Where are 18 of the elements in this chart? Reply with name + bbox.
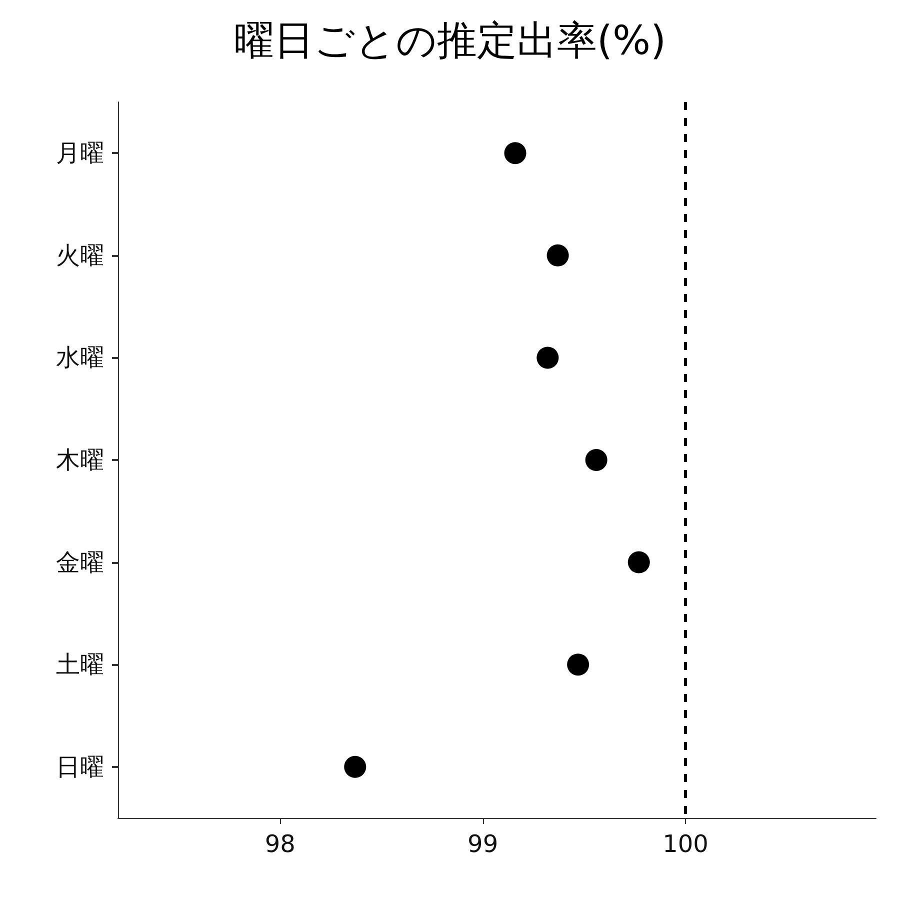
x-tick-label: 99 [468,830,498,858]
chart-title: 曜日ごとの推定出率(%) [234,18,666,64]
y-tick-label: 火曜 [56,241,104,270]
x-tick-label: 98 [264,830,296,858]
point [504,142,526,164]
y-tick-label: 月曜 [56,139,104,168]
y-tick-label: 木曜 [56,446,104,474]
point [567,654,590,676]
y-tick-label: 金曜 [56,548,104,576]
point [344,756,366,778]
point [546,244,569,266]
y-tick-label: 土曜 [56,650,104,679]
point [536,346,559,369]
y-tick-label: 日曜 [56,752,104,781]
point [628,551,650,574]
point [585,449,608,471]
y-tick-label: 水曜 [56,344,104,372]
x-tick-label: 100 [662,830,708,858]
